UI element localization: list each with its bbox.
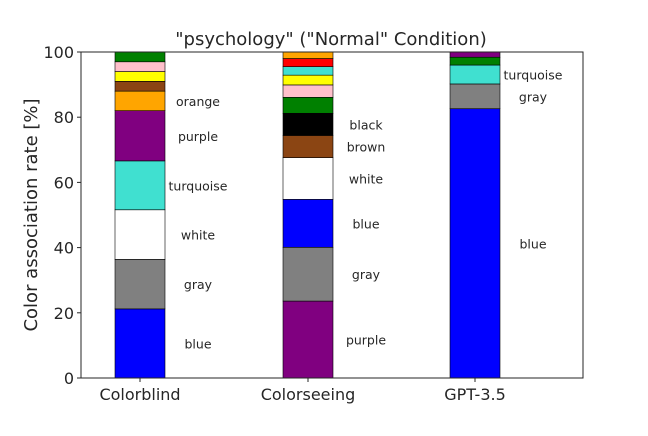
segment-label: purple — [178, 129, 218, 144]
bar-segment-colorblind-yellow — [114, 71, 166, 82]
chart-title: "psychology" ("Normal" Condition) — [175, 29, 487, 50]
y-tick-label: 80 — [54, 108, 74, 127]
y-ticks-layer: 0 20 40 60 80 100 — [43, 43, 81, 388]
bar-segment-colorseeing-green — [282, 97, 334, 114]
segment-label: blue — [352, 216, 379, 231]
segment-label: black — [349, 117, 383, 132]
segment-label: gray — [352, 267, 381, 282]
bar-segment-colorblind-brown — [114, 81, 166, 92]
plot-frame — [80, 51, 584, 379]
segment-label: orange — [176, 94, 220, 109]
y-tick-label: 100 — [43, 43, 74, 62]
segment-label: purple — [346, 333, 386, 348]
bar-segment-colorblind-green — [114, 51, 166, 63]
bar-segment-colorblind-blue — [114, 308, 166, 379]
bar-segment-colorblind-white — [114, 209, 166, 260]
bar-segment-gpt-3-5-blue — [449, 108, 501, 379]
bar-segment-colorseeing-white — [282, 157, 334, 200]
bar-segment-colorseeing-gray — [282, 246, 334, 302]
bar-segment-colorseeing-purple — [282, 300, 334, 379]
bar-segment-gpt-3-5-green — [449, 56, 501, 66]
bar-segment-colorblind-pink — [114, 61, 166, 72]
bar-segment-colorseeing-turquoise — [282, 66, 334, 76]
bar-segment-colorblind-turquoise — [114, 160, 166, 211]
x-tick-label: GPT-3.5 — [444, 385, 506, 404]
bar-segment-colorblind-purple — [114, 110, 166, 162]
bar-segment-colorseeing-blue — [282, 199, 334, 248]
bar-segment-gpt-3-5-gray — [449, 83, 501, 110]
bar-segment-colorseeing-brown — [282, 135, 334, 158]
segment-label: turquoise — [169, 178, 228, 193]
segment-label: blue — [519, 236, 546, 251]
x-ticks-layer: Colorblind Colorseeing GPT-3.5 — [99, 378, 506, 404]
bar-segment-gpt-3-5-turquoise — [449, 64, 501, 85]
bar-segment-colorseeing-pink — [282, 84, 334, 98]
x-tick-label: Colorblind — [99, 385, 180, 404]
y-tick-label: 0 — [64, 369, 74, 388]
segment-labels-layer: blue gray white turquoise purple orange purple… — [169, 67, 563, 351]
segment-label: gray — [519, 89, 548, 104]
segment-label: white — [181, 228, 216, 243]
segment-label: turquoise — [504, 67, 563, 82]
bar-segment-colorseeing-orange — [282, 51, 334, 59]
bar-segment-colorseeing-red — [282, 58, 334, 67]
bar-segment-colorblind-gray — [114, 259, 166, 310]
segment-label: white — [349, 171, 384, 186]
bar-segment-gpt-3-5-purple — [449, 51, 501, 58]
x-tick-label: Colorseeing — [261, 385, 356, 404]
segment-label: gray — [184, 277, 213, 292]
y-axis-label: Color association rate [%] — [21, 98, 42, 331]
segment-label: blue — [184, 336, 211, 351]
segment-label: brown — [347, 140, 386, 155]
y-tick-label: 20 — [54, 304, 74, 323]
y-tick-label: 40 — [54, 239, 74, 258]
y-tick-label: 60 — [54, 173, 74, 192]
bar-segment-colorblind-orange — [114, 90, 166, 111]
bar-segment-colorseeing-yellow — [282, 74, 334, 86]
bar-segment-colorseeing-black — [282, 112, 334, 136]
